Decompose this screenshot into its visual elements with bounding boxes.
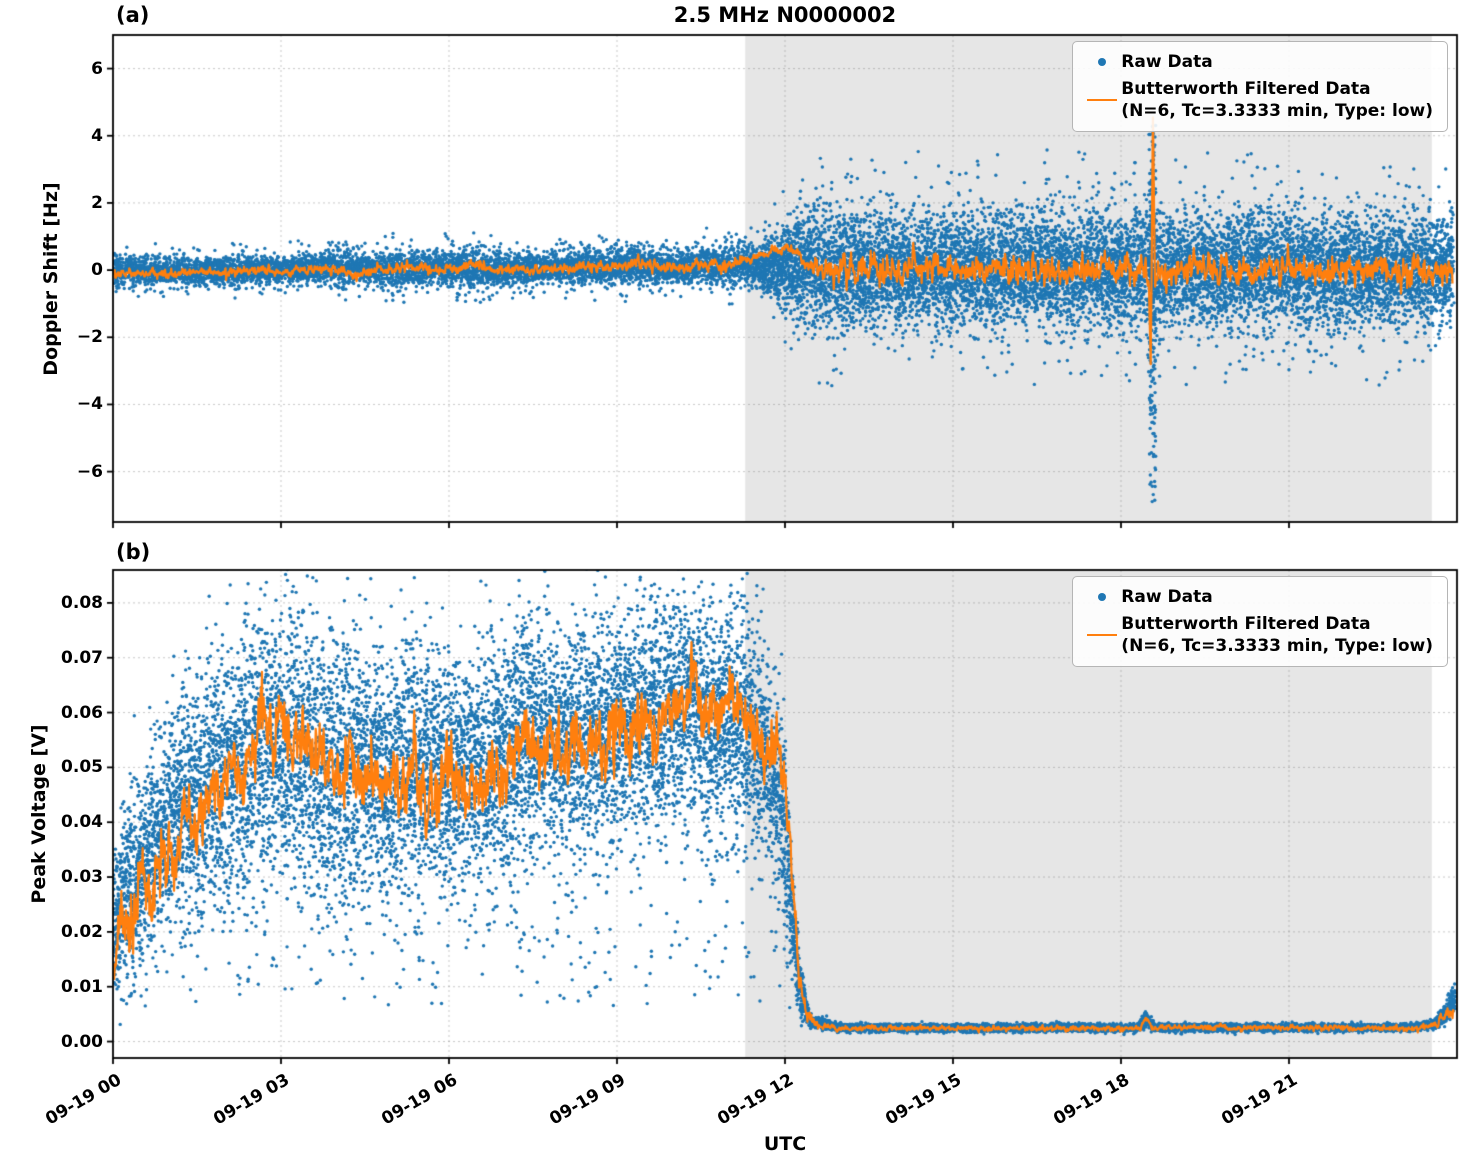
y-tick-label: 0.05 bbox=[61, 757, 103, 778]
legend-raw-label: Raw Data bbox=[1121, 587, 1213, 607]
legend-filtered-label-line1: Butterworth Filtered Data bbox=[1121, 614, 1371, 635]
y-tick-label: 0.03 bbox=[61, 867, 103, 888]
y-tick-label: 0.08 bbox=[61, 592, 103, 613]
y-tick-label: 0.02 bbox=[61, 921, 103, 942]
filtered-data-line-icon bbox=[1083, 634, 1121, 637]
panel-b-label: (b) bbox=[116, 540, 151, 564]
y-tick-label: −4 bbox=[76, 394, 103, 415]
filtered-data-line-icon bbox=[1083, 99, 1121, 102]
legend-item-raw: Raw Data bbox=[1083, 51, 1433, 73]
y-tick-label: 0.07 bbox=[61, 647, 103, 668]
legend-raw-label: Raw Data bbox=[1121, 52, 1213, 72]
y-tick-label: 0.06 bbox=[61, 702, 103, 723]
legend-filtered-label-line2: (N=6, Tc=3.3333 min, Type: low) bbox=[1121, 636, 1433, 657]
chart-title: 2.5 MHz N0000002 bbox=[673, 3, 897, 27]
y-tick-label: 0.00 bbox=[61, 1031, 103, 1052]
y-tick-label: 4 bbox=[91, 125, 103, 146]
y-tick-label: 2 bbox=[91, 192, 103, 213]
legend-filtered-label-line2: (N=6, Tc=3.3333 min, Type: low) bbox=[1121, 101, 1433, 122]
panel-a-label: (a) bbox=[116, 3, 150, 27]
legend-filtered-label: Butterworth Filtered Data (N=6, Tc=3.333… bbox=[1121, 78, 1433, 122]
y-tick-label: 0 bbox=[91, 260, 103, 281]
y-tick-label: 0.01 bbox=[61, 976, 103, 997]
raw-data-dot-icon bbox=[1083, 593, 1121, 602]
legend-panel-b: Raw Data Butterworth Filtered Data (N=6,… bbox=[1072, 576, 1448, 668]
legend-filtered-label: Butterworth Filtered Data (N=6, Tc=3.333… bbox=[1121, 613, 1433, 657]
y-tick-label: −2 bbox=[76, 327, 103, 348]
y-tick-label: −6 bbox=[76, 461, 103, 482]
x-axis-label: UTC bbox=[763, 1133, 807, 1155]
legend-item-raw: Raw Data bbox=[1083, 586, 1433, 608]
legend-filtered-label-line1: Butterworth Filtered Data bbox=[1121, 79, 1371, 100]
raw-data-dot-icon bbox=[1083, 58, 1121, 67]
legend-item-filtered: Butterworth Filtered Data (N=6, Tc=3.333… bbox=[1083, 78, 1433, 122]
y-tick-label: 0.04 bbox=[61, 812, 103, 833]
legend-panel-a: Raw Data Butterworth Filtered Data (N=6,… bbox=[1072, 41, 1448, 133]
legend-item-filtered: Butterworth Filtered Data (N=6, Tc=3.333… bbox=[1083, 613, 1433, 657]
y-tick-label: 6 bbox=[91, 58, 103, 79]
